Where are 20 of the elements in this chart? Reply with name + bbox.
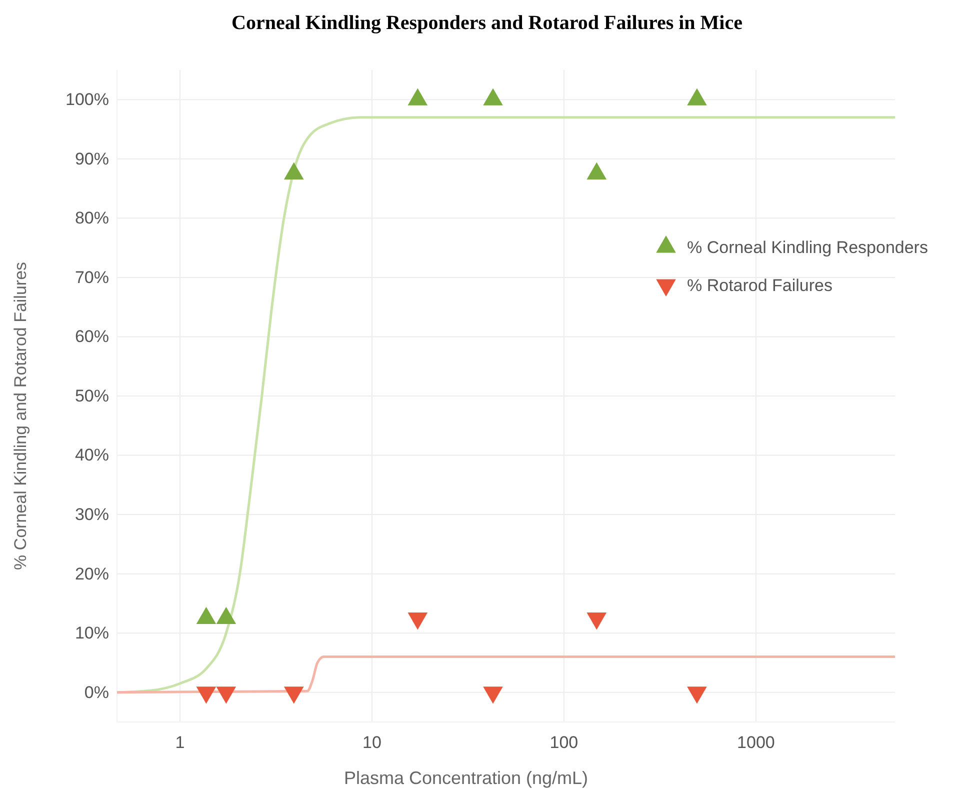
x-axis-title: Plasma Concentration (ng/mL) (344, 768, 588, 788)
y-tick-label: 80% (74, 208, 109, 228)
x-tick-label: 10 (362, 733, 382, 752)
x-tick-label: 1000 (737, 733, 775, 752)
y-tick-label: 0% (84, 682, 109, 702)
y-tick-label: 10% (74, 624, 109, 643)
y-tick-label: 70% (74, 268, 109, 287)
y-tick-label: 20% (74, 564, 109, 584)
y-tick-label: 50% (74, 386, 109, 406)
y-tick-label: 90% (74, 149, 109, 168)
y-axis-title: % Corneal Kindling and Rotarod Failures (11, 262, 30, 570)
legend-label: % Rotarod Failures (687, 276, 833, 295)
legend-label: % Corneal Kindling Responders (687, 238, 928, 257)
y-tick-label: 100% (66, 90, 109, 110)
y-tick-label: 40% (74, 446, 109, 465)
chart-title: Corneal Kindling Responders and Rotarod Failures in Mice (232, 12, 743, 34)
x-tick-label: 100 (550, 733, 578, 752)
x-tick-label: 1 (175, 733, 185, 752)
y-tick-label: 60% (74, 327, 109, 346)
y-tick-label: 30% (74, 504, 109, 524)
